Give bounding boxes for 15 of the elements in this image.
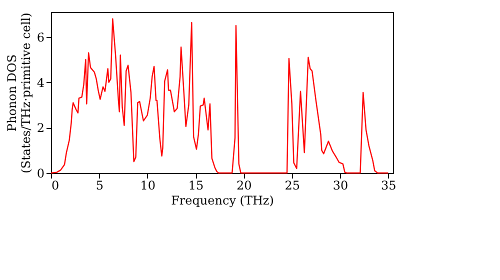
x-tick-label: 20	[236, 178, 252, 192]
x-tick-label: 5	[96, 178, 104, 192]
y-tick-label: 6	[36, 30, 44, 44]
x-tick-label: 15	[188, 178, 204, 192]
y-tick-label: 2	[36, 121, 44, 136]
x-tick-label: 25	[284, 178, 300, 192]
x-tick-label: 30	[332, 178, 348, 192]
y-tick-label: 0	[36, 166, 44, 180]
x-tick-label: 35	[381, 178, 396, 192]
x-axis-title: Frequency (THz)	[171, 194, 274, 208]
x-tick-label: 0	[52, 178, 60, 192]
y-tick-label: 4	[36, 76, 45, 90]
line-series	[50, 18, 389, 174]
y-axis-title: Phonon DOS (States/THz·primitive cell)	[4, 12, 33, 174]
x-tick-label: 10	[140, 178, 156, 192]
